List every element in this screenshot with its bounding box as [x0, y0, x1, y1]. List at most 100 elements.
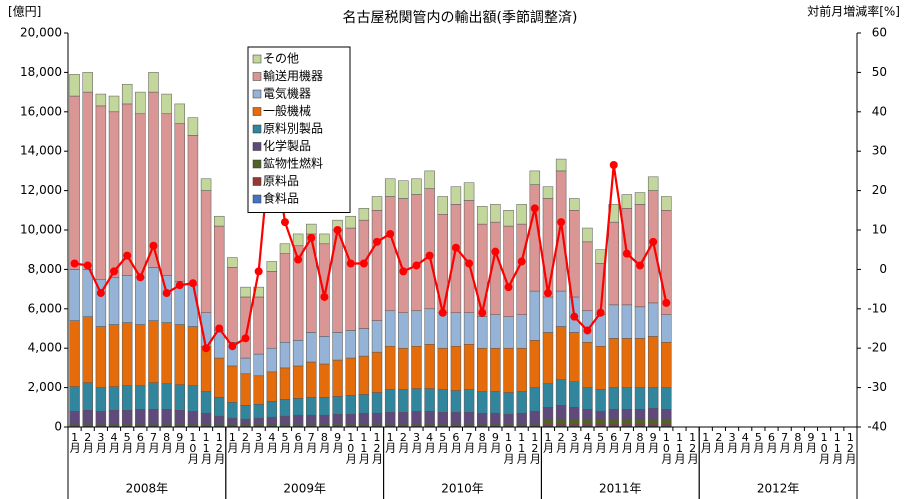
bar-segment [135, 324, 146, 386]
line-point [280, 218, 289, 227]
bar-segment [69, 320, 80, 387]
y-tick-label: 16,000 [20, 104, 62, 118]
x-tick-label: 2月 [81, 431, 94, 453]
bar-segment [332, 359, 343, 397]
line-point [320, 292, 329, 301]
bar-segment [384, 345, 396, 390]
bar-segment [95, 410, 107, 425]
line-point [386, 229, 395, 238]
bar-segment [306, 397, 317, 416]
bar-segment [411, 410, 422, 425]
bar-segment [227, 417, 238, 425]
line-point [583, 326, 592, 335]
bar-segment [529, 340, 541, 388]
bar-segment [437, 411, 448, 425]
bar-segment [187, 117, 199, 136]
line-point [517, 257, 526, 266]
x-tick-label: 1月 [699, 431, 712, 453]
bar-segment [148, 409, 159, 425]
year-label: 2008年 [126, 482, 169, 496]
line-point [596, 308, 605, 317]
bar-segment [292, 233, 304, 247]
y2-tick-label: -30 [867, 380, 887, 394]
bar-segment [477, 391, 488, 414]
bar-segment [161, 322, 172, 384]
y-tick-label: 20,000 [20, 26, 62, 40]
y2-tick-label: 50 [872, 65, 887, 79]
y2-axis-label: 対前月増減率[%] [807, 4, 900, 19]
bar-segment [490, 391, 501, 414]
bar-segment [371, 210, 383, 321]
bar-segment [69, 410, 80, 425]
line-point [175, 281, 184, 290]
x-tick-label: 1月 [68, 431, 81, 453]
bar-segment [69, 386, 80, 412]
x-tick-label: 2月 [712, 431, 725, 453]
x-tick-label: 8月 [160, 431, 173, 453]
bar-segment [108, 95, 120, 113]
x-tick-label: 11月 [357, 431, 370, 464]
bar-segment [450, 204, 462, 313]
bar-segment [634, 423, 646, 427]
y2-tick-label: -10 [867, 301, 887, 315]
x-tick-label: 10月 [344, 431, 357, 464]
bar-segment [647, 176, 659, 191]
legend-label: 原料品 [263, 174, 299, 188]
bar-segment [542, 332, 554, 384]
bar-segment [108, 410, 120, 425]
x-tick-label: 10月 [818, 431, 831, 464]
line-point [451, 243, 460, 252]
bar-segment [95, 105, 107, 280]
legend-label: 一般機械 [263, 103, 311, 118]
x-tick-label: 2月 [555, 431, 568, 453]
x-tick-label: 4月 [108, 431, 121, 453]
bar-segment [542, 423, 554, 427]
bar-segment [135, 113, 146, 278]
bar-segment [371, 320, 383, 353]
bar-segment [542, 407, 554, 420]
x-tick-label: 11月 [673, 431, 686, 464]
legend-swatch [252, 54, 262, 64]
bar-segment [214, 225, 225, 331]
bar-segment [240, 373, 251, 406]
bar-segment [555, 423, 567, 427]
y2-tick-label: 20 [872, 183, 887, 197]
bar-segment [279, 399, 291, 417]
legend-label: 電気機器 [263, 86, 311, 101]
bar-segment [661, 387, 672, 410]
line-point [543, 289, 552, 298]
bar-segment [661, 423, 672, 427]
bar-segment [595, 314, 606, 347]
x-tick-label: 10月 [502, 431, 515, 464]
bar-segment [621, 423, 633, 427]
bar-segment [358, 208, 370, 221]
bar-segment [240, 357, 251, 375]
bar-segment [661, 409, 672, 420]
line-point [110, 267, 119, 276]
bar-segment [398, 411, 409, 425]
bar-segment [174, 103, 186, 124]
bar-segment [319, 336, 330, 365]
line-point [136, 273, 145, 282]
bar-segment [647, 418, 659, 425]
x-tick-label: 6月 [134, 431, 147, 453]
bar-segment [384, 196, 396, 312]
bar-segment [306, 361, 317, 398]
bar-segment [200, 345, 212, 392]
legend-swatch [252, 142, 262, 151]
bar-segment [187, 385, 199, 412]
bar-segment [292, 398, 304, 416]
line-point [478, 308, 487, 317]
bar-segment [582, 227, 593, 243]
bar-segment [319, 363, 330, 398]
bar-segment [424, 308, 435, 345]
legend-swatch [252, 107, 262, 116]
y-axis-label: [億円] [8, 5, 41, 19]
bar-segment [174, 410, 186, 425]
bar-segment [463, 411, 475, 425]
x-tick-label: 12月 [371, 431, 384, 464]
bar-segment [266, 347, 278, 373]
bar-segment [148, 382, 159, 410]
bar-segment [82, 269, 93, 317]
